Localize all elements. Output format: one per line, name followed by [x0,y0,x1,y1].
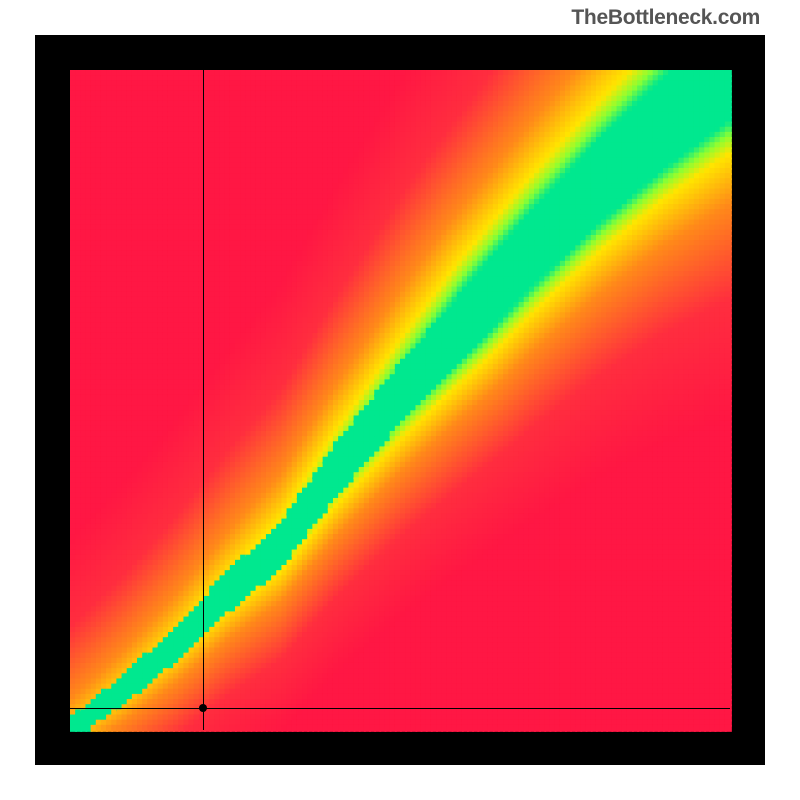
heatmap-chart [35,35,765,765]
crosshair-horizontal [70,708,730,709]
crosshair-vertical [203,70,204,730]
heatmap-canvas [35,35,765,765]
chart-container: TheBottleneck.com [0,0,800,800]
crosshair-point [199,704,207,712]
watermark-text: TheBottleneck.com [571,6,760,30]
